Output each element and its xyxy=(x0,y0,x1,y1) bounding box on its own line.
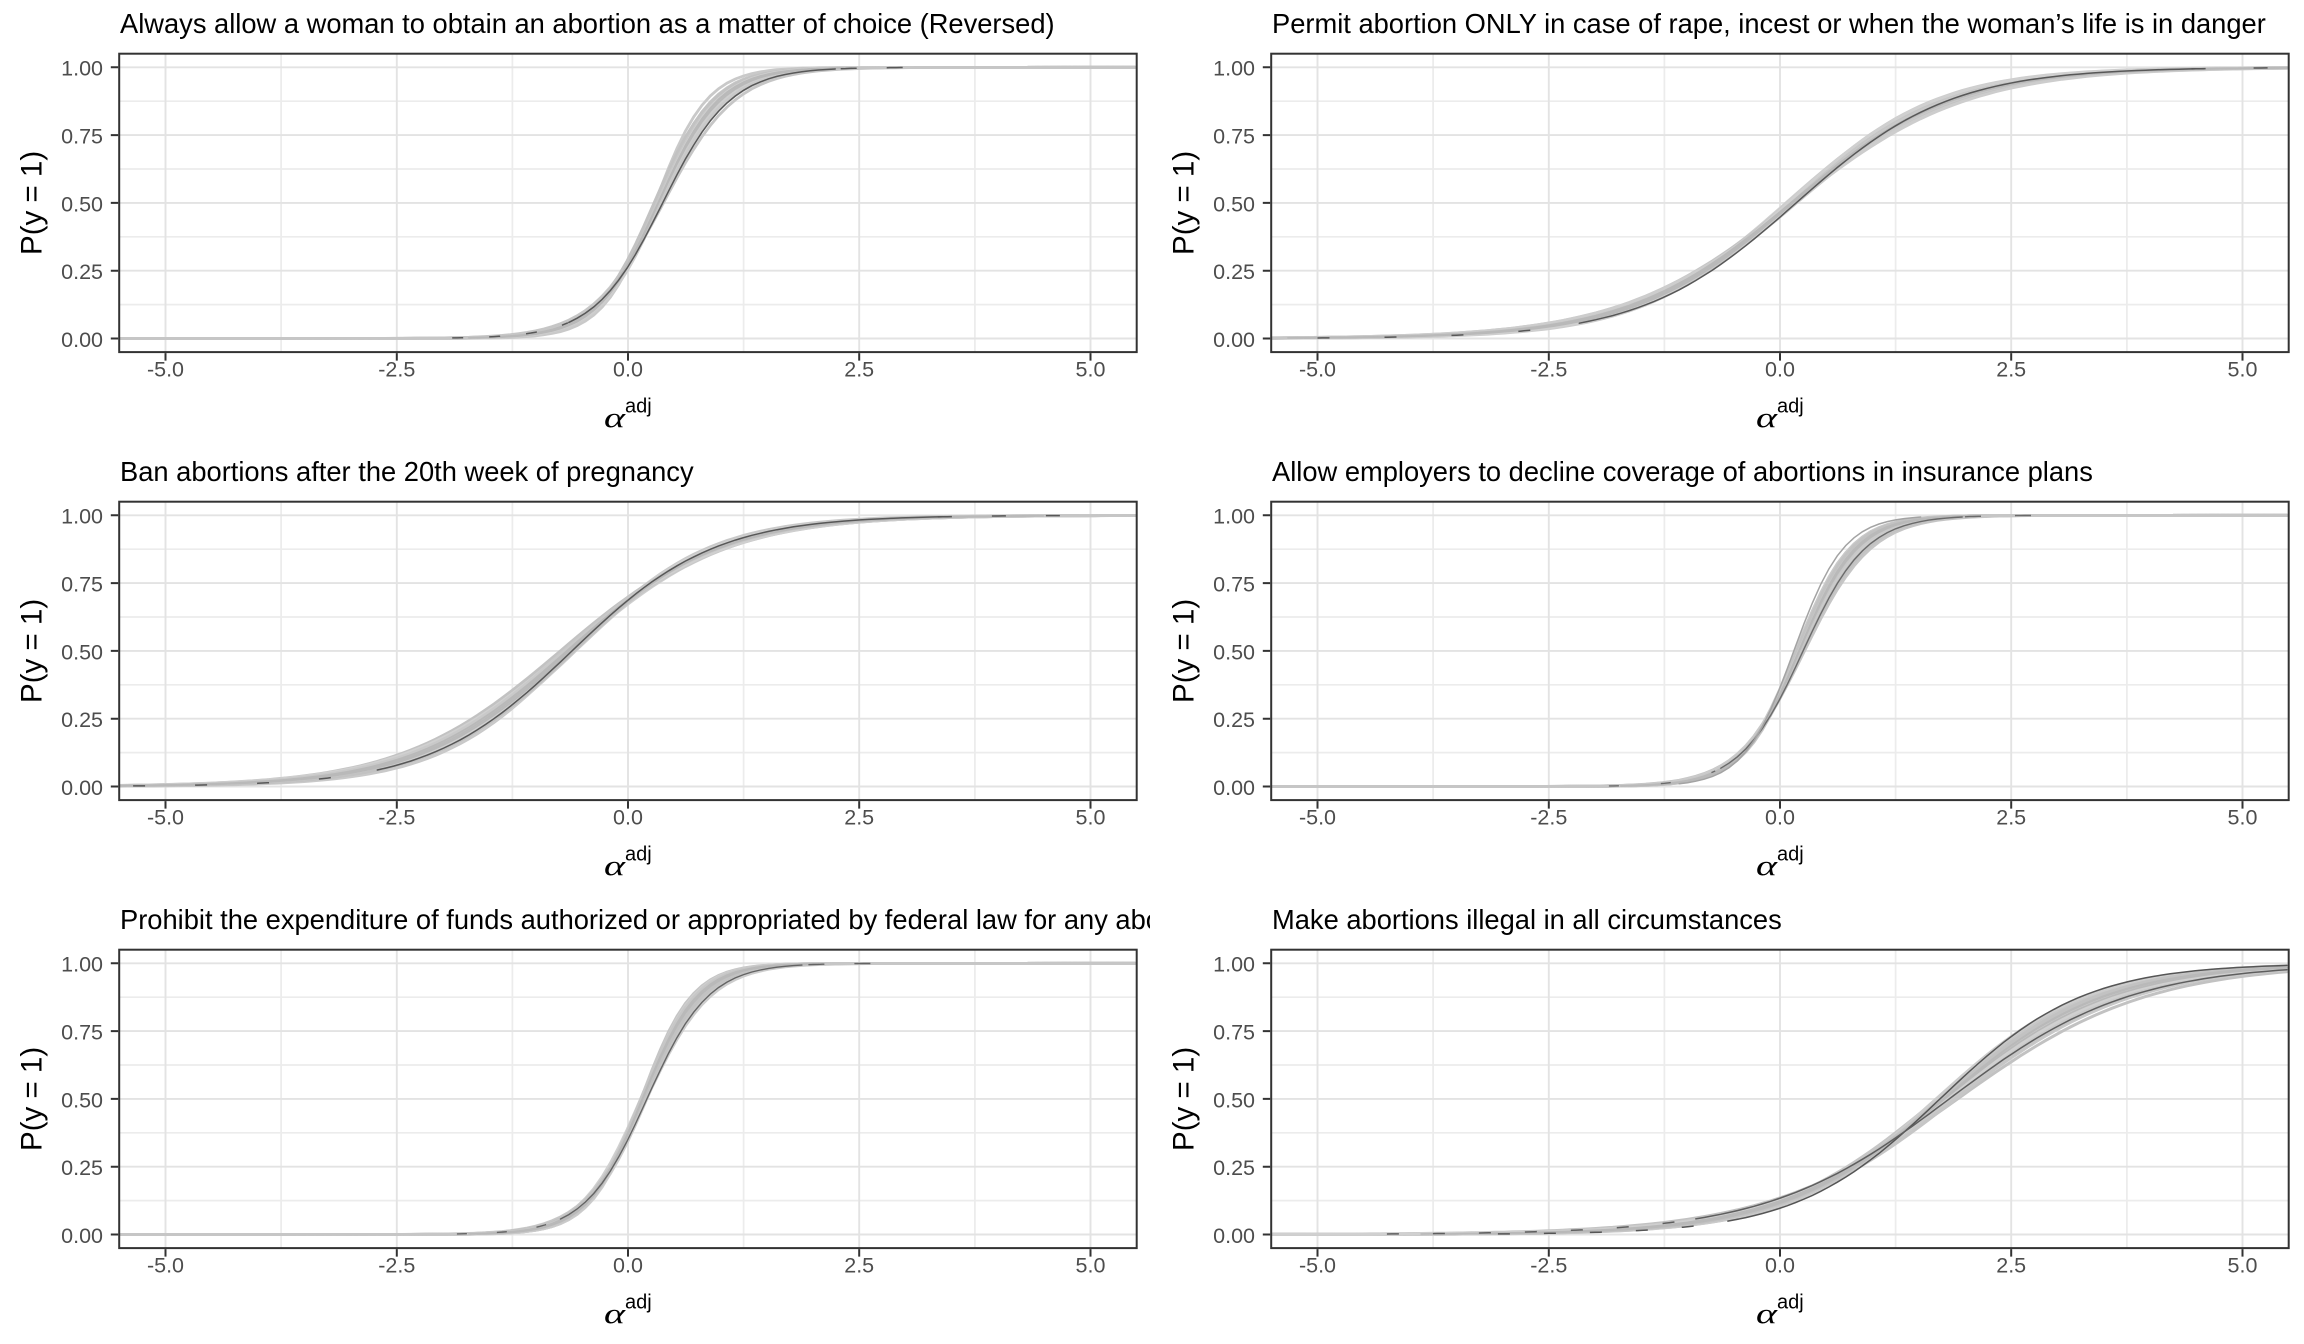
svg-text:-2.5: -2.5 xyxy=(1530,805,1567,829)
svg-text:0.00: 0.00 xyxy=(1213,328,1255,352)
svg-text:α: α xyxy=(604,849,626,881)
svg-text:adj: adj xyxy=(1777,396,1804,418)
svg-text:5.0: 5.0 xyxy=(1076,1253,1106,1277)
svg-text:Permit abortion ONLY in case o: Permit abortion ONLY in case of rape, in… xyxy=(1272,8,2266,39)
svg-text:0.75: 0.75 xyxy=(61,573,103,597)
svg-text:α: α xyxy=(604,401,626,433)
svg-text:0.25: 0.25 xyxy=(1213,260,1255,284)
svg-text:P(y = 1): P(y = 1) xyxy=(1168,1047,1201,1151)
svg-text:-2.5: -2.5 xyxy=(1530,1253,1567,1277)
svg-text:0.25: 0.25 xyxy=(1213,708,1255,732)
svg-text:5.0: 5.0 xyxy=(2228,805,2258,829)
svg-text:0.0: 0.0 xyxy=(1765,805,1795,829)
svg-text:2.5: 2.5 xyxy=(1996,357,2026,381)
svg-text:0.75: 0.75 xyxy=(1213,1021,1255,1045)
svg-text:0.50: 0.50 xyxy=(61,1088,103,1112)
svg-text:0.00: 0.00 xyxy=(1213,1224,1255,1248)
svg-text:2.5: 2.5 xyxy=(844,357,874,381)
svg-text:1.00: 1.00 xyxy=(1213,953,1255,977)
svg-text:adj: adj xyxy=(625,844,652,866)
svg-text:0.25: 0.25 xyxy=(1213,1156,1255,1180)
svg-text:1.00: 1.00 xyxy=(61,57,103,81)
svg-text:-2.5: -2.5 xyxy=(378,805,415,829)
svg-text:5.0: 5.0 xyxy=(1076,357,1106,381)
svg-text:1.00: 1.00 xyxy=(1213,57,1255,81)
svg-text:α: α xyxy=(1756,401,1778,433)
svg-text:adj: adj xyxy=(625,1292,652,1314)
svg-text:0.0: 0.0 xyxy=(1765,357,1795,381)
svg-text:Make abortions illegal in all: Make abortions illegal in all circumstan… xyxy=(1272,904,1782,935)
svg-text:2.5: 2.5 xyxy=(1996,1253,2026,1277)
svg-text:1.00: 1.00 xyxy=(1213,505,1255,529)
svg-text:0.0: 0.0 xyxy=(613,805,643,829)
svg-text:2.5: 2.5 xyxy=(844,805,874,829)
svg-text:-2.5: -2.5 xyxy=(378,357,415,381)
svg-text:5.0: 5.0 xyxy=(2228,357,2258,381)
svg-text:adj: adj xyxy=(1777,844,1804,866)
svg-text:adj: adj xyxy=(625,396,652,418)
svg-text:α: α xyxy=(604,1297,626,1329)
svg-text:0.50: 0.50 xyxy=(61,192,103,216)
svg-text:0.0: 0.0 xyxy=(613,1253,643,1277)
svg-text:0.00: 0.00 xyxy=(1213,776,1255,800)
svg-text:0.25: 0.25 xyxy=(61,1156,103,1180)
svg-text:0.75: 0.75 xyxy=(61,1021,103,1045)
svg-text:0.25: 0.25 xyxy=(61,708,103,732)
svg-text:-5.0: -5.0 xyxy=(147,1253,184,1277)
svg-text:0.75: 0.75 xyxy=(1213,125,1255,149)
svg-text:P(y = 1): P(y = 1) xyxy=(1168,151,1201,255)
svg-text:0.50: 0.50 xyxy=(61,640,103,664)
svg-text:-5.0: -5.0 xyxy=(1299,1253,1336,1277)
svg-text:2.5: 2.5 xyxy=(1996,805,2026,829)
svg-text:0.50: 0.50 xyxy=(1213,640,1255,664)
svg-text:P(y = 1): P(y = 1) xyxy=(16,151,49,255)
svg-text:-5.0: -5.0 xyxy=(1299,357,1336,381)
svg-text:α: α xyxy=(1756,1297,1778,1329)
svg-text:P(y = 1): P(y = 1) xyxy=(16,1047,49,1151)
svg-text:0.00: 0.00 xyxy=(61,328,103,352)
svg-text:0.0: 0.0 xyxy=(613,357,643,381)
svg-text:α: α xyxy=(1756,849,1778,881)
svg-text:-5.0: -5.0 xyxy=(147,357,184,381)
svg-text:P(y = 1): P(y = 1) xyxy=(1168,599,1201,703)
svg-text:0.50: 0.50 xyxy=(1213,192,1255,216)
svg-text:-2.5: -2.5 xyxy=(1530,357,1567,381)
svg-text:5.0: 5.0 xyxy=(2228,1253,2258,1277)
svg-text:-2.5: -2.5 xyxy=(378,1253,415,1277)
svg-text:Always allow a woman to obtain: Always allow a woman to obtain an aborti… xyxy=(120,8,1055,39)
svg-text:0.00: 0.00 xyxy=(61,776,103,800)
svg-text:adj: adj xyxy=(1777,1292,1804,1314)
svg-text:2.5: 2.5 xyxy=(844,1253,874,1277)
svg-text:-5.0: -5.0 xyxy=(147,805,184,829)
svg-text:0.00: 0.00 xyxy=(61,1224,103,1248)
svg-text:0.0: 0.0 xyxy=(1765,1253,1795,1277)
svg-text:Prohibit the expenditure of fu: Prohibit the expenditure of funds author… xyxy=(120,904,1214,935)
svg-text:5.0: 5.0 xyxy=(1076,805,1106,829)
svg-text:Allow employers to decline cov: Allow employers to decline coverage of a… xyxy=(1272,456,2093,487)
svg-text:0.50: 0.50 xyxy=(1213,1088,1255,1112)
svg-text:0.75: 0.75 xyxy=(61,125,103,149)
svg-text:-5.0: -5.0 xyxy=(1299,805,1336,829)
svg-text:Ban abortions after the 20th w: Ban abortions after the 20th week of pre… xyxy=(120,456,694,487)
svg-text:1.00: 1.00 xyxy=(61,953,103,977)
svg-text:0.75: 0.75 xyxy=(1213,573,1255,597)
svg-text:P(y = 1): P(y = 1) xyxy=(16,599,49,703)
svg-text:1.00: 1.00 xyxy=(61,505,103,529)
svg-text:0.25: 0.25 xyxy=(61,260,103,284)
